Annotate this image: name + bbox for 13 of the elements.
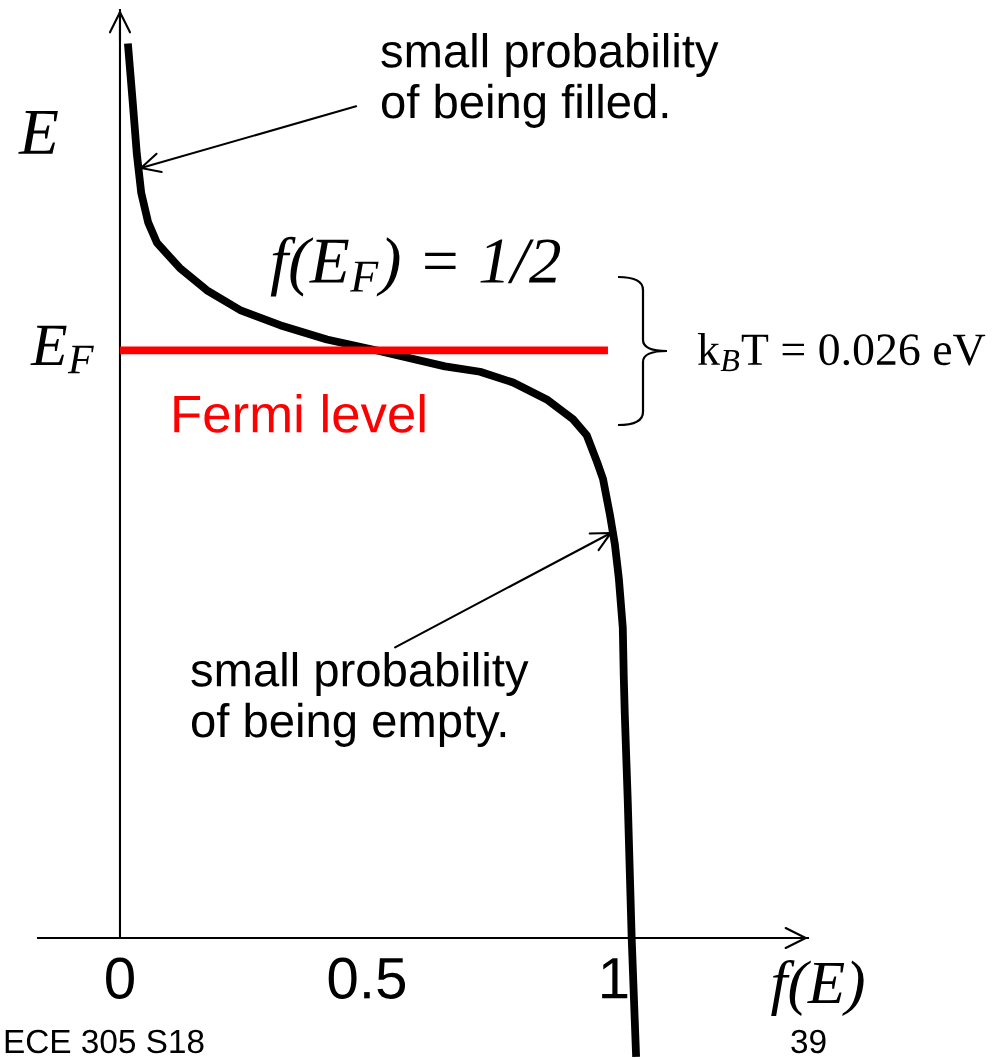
annotation: small probability of being empty. bbox=[191, 652, 529, 747]
annotation: ECE 305 S18 bbox=[5, 1029, 204, 1054]
x-tick-label: 0 bbox=[106, 957, 134, 999]
series-label: Fermi level bbox=[174, 394, 425, 433]
annotation: f(E$_{F}$) = 1/2 bbox=[270, 236, 561, 297]
x-axis-title: f(E) bbox=[771, 959, 864, 1017]
y-axis-title: E bbox=[18, 110, 58, 154]
annotation: small probability of being filled. bbox=[381, 33, 719, 128]
x-tick-label: 0.5 bbox=[328, 957, 406, 999]
annotation: E$_{F}$ bbox=[30, 325, 94, 374]
annotation: k$_{B}$T = 0.026 eV bbox=[697, 332, 986, 372]
x-tick-label: 1 bbox=[602, 958, 628, 999]
annotation: 39 bbox=[791, 1029, 826, 1054]
